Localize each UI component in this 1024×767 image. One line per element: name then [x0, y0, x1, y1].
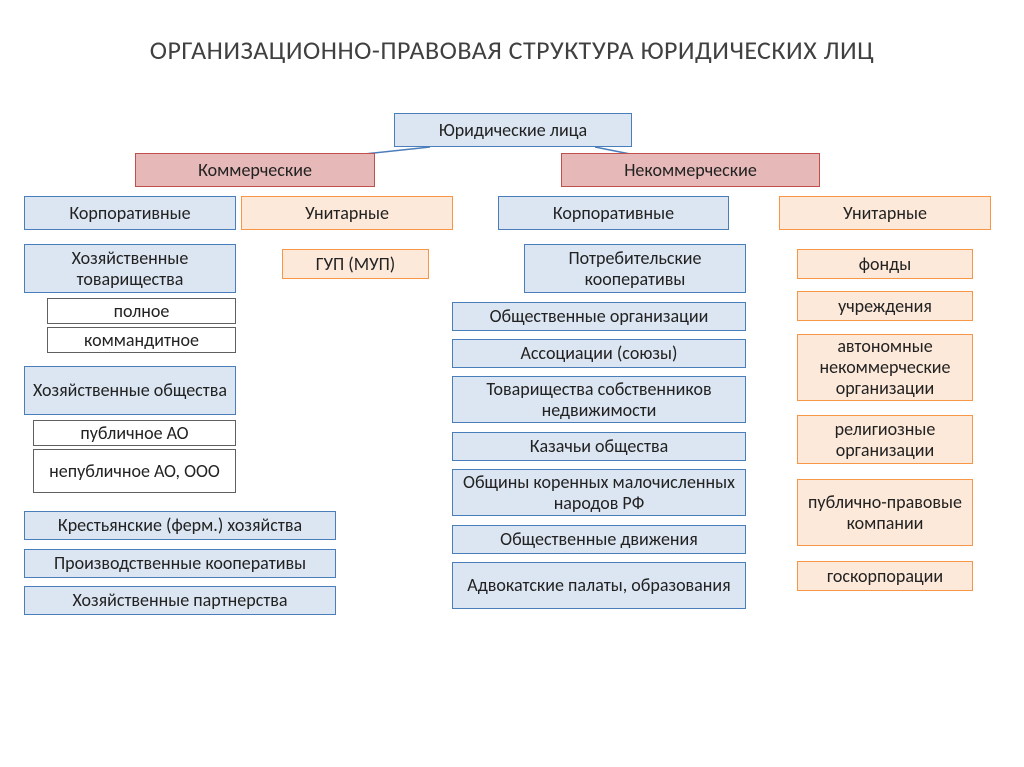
page-title: ОРГАНИЗАЦИОННО-ПРАВОВАЯ СТРУКТУРА ЮРИДИЧ… [0, 0, 1024, 66]
node-nc_unit3: автономные некоммерческие организации [797, 334, 973, 401]
node-nc_unit1: фонды [797, 249, 973, 279]
node-c4: Производственные кооперативы [24, 549, 336, 578]
node-c1a: полное [47, 298, 236, 324]
node-nc_corp8: Адвокатские палаты, образования [452, 562, 746, 609]
node-c3: Крестьянские (ферм.) хозяйства [24, 511, 336, 540]
node-nc_unit2: учреждения [797, 291, 973, 321]
node-commercial: Коммерческие [135, 153, 375, 187]
node-nc_unit5: публично-правовые компании [797, 479, 973, 546]
node-noncommercial: Некоммерческие [561, 153, 820, 187]
node-nc_corp4: Товарищества собственников недвижимости [452, 376, 746, 423]
node-nc_corp3: Ассоциации (союзы) [452, 339, 746, 368]
node-nc_corp2: Общественные организации [452, 302, 746, 331]
node-corp_l: Корпоративные [24, 196, 236, 230]
node-unit_r: Унитарные [779, 196, 991, 230]
node-nc_corp6: Общины коренных малочисленных народов РФ [452, 469, 746, 516]
node-nc_corp1: Потребительские кооперативы [524, 244, 746, 293]
node-c2a: публичное АО [33, 420, 236, 446]
node-c1b: коммандитное [47, 327, 236, 353]
node-c2: Хозяйственные общества [24, 366, 236, 415]
node-c5: Хозяйственные партнерства [24, 586, 336, 615]
node-nc_corp7: Общественные движения [452, 525, 746, 554]
node-nc_unit4: религиозные организации [797, 415, 973, 464]
node-root: Юридические лица [394, 113, 632, 147]
node-unit_l: Унитарные [241, 196, 453, 230]
node-nc_corp5: Казачьи общества [452, 432, 746, 461]
node-c2b: непубличное АО, ООО [33, 449, 236, 493]
node-corp_r: Корпоративные [498, 196, 729, 230]
node-gup: ГУП (МУП) [282, 249, 429, 279]
node-nc_unit6: госкорпорации [797, 561, 973, 591]
node-c1: Хозяйственные товарищества [24, 244, 236, 293]
